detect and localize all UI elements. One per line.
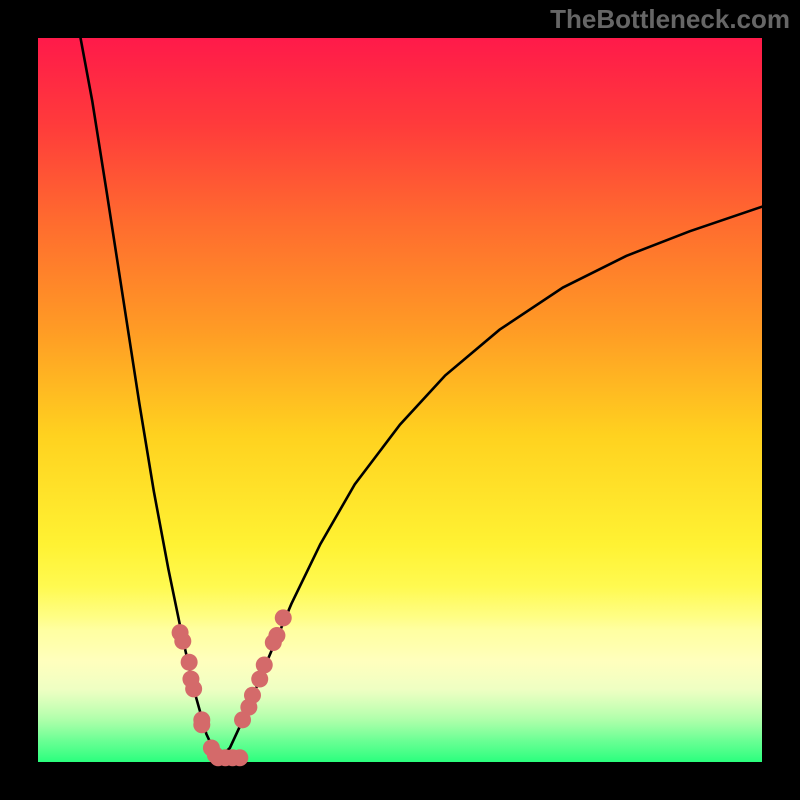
data-marker (185, 680, 202, 697)
data-marker (231, 749, 248, 766)
data-marker (193, 716, 210, 733)
bottleneck-chart-svg (0, 0, 800, 800)
data-marker (268, 627, 285, 644)
data-marker (174, 633, 191, 650)
data-marker (275, 609, 292, 626)
data-marker (244, 687, 261, 704)
data-marker (181, 654, 198, 671)
data-marker (256, 657, 273, 674)
chart-frame: TheBottleneck.com (0, 0, 800, 800)
watermark-label: TheBottleneck.com (550, 4, 790, 35)
pale-band (38, 587, 762, 762)
